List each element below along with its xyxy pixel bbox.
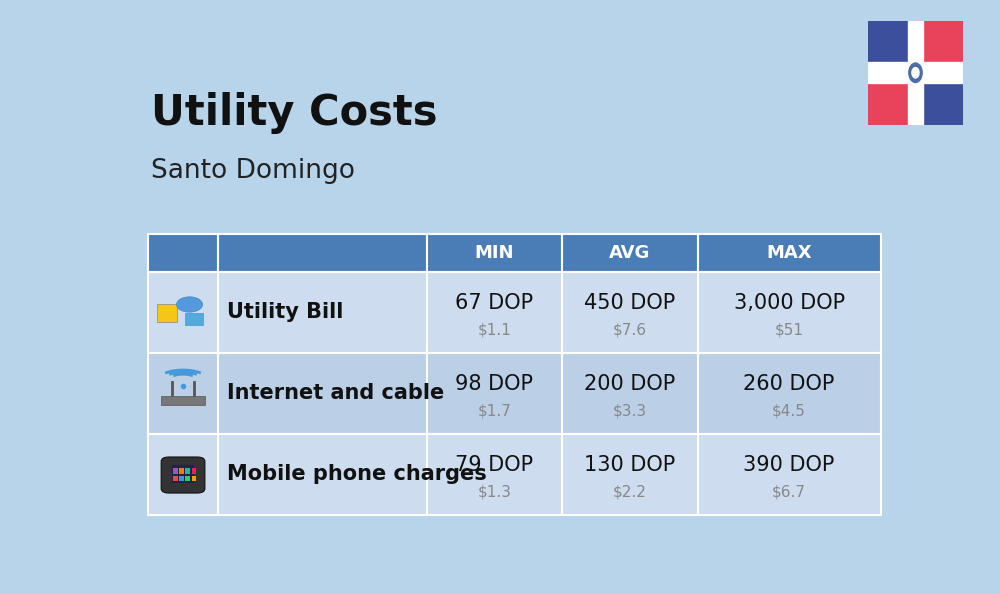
Bar: [192, 468, 196, 474]
Text: 98 DOP: 98 DOP: [455, 374, 533, 394]
FancyBboxPatch shape: [161, 457, 205, 493]
Bar: [916, 73, 963, 125]
Text: $6.7: $6.7: [772, 484, 806, 500]
Text: 67 DOP: 67 DOP: [455, 293, 533, 313]
Bar: [868, 21, 916, 73]
Bar: [218, 233, 427, 271]
Text: 390 DOP: 390 DOP: [743, 455, 835, 475]
Text: $2.2: $2.2: [613, 484, 647, 500]
Text: 450 DOP: 450 DOP: [584, 293, 675, 313]
Bar: [427, 271, 562, 353]
Bar: [698, 233, 881, 271]
Bar: [698, 353, 881, 434]
Text: $1.3: $1.3: [477, 484, 511, 500]
Text: MAX: MAX: [766, 244, 812, 261]
Bar: [172, 466, 194, 484]
Bar: [562, 434, 698, 515]
Bar: [916, 21, 963, 73]
Text: $3.3: $3.3: [613, 403, 647, 418]
Text: 3,000 DOP: 3,000 DOP: [734, 293, 845, 313]
Bar: [427, 233, 562, 271]
Bar: [562, 233, 698, 271]
Bar: [161, 396, 205, 405]
Bar: [185, 314, 203, 325]
Bar: [173, 476, 178, 481]
Bar: [908, 21, 923, 125]
Bar: [179, 476, 184, 481]
Circle shape: [907, 61, 924, 85]
Text: $51: $51: [775, 322, 804, 337]
Bar: [179, 468, 184, 474]
Bar: [148, 434, 218, 515]
Text: Mobile phone charges: Mobile phone charges: [227, 465, 487, 484]
Bar: [868, 62, 963, 83]
Bar: [698, 271, 881, 353]
Bar: [427, 353, 562, 434]
Text: Internet and cable: Internet and cable: [227, 383, 444, 403]
Circle shape: [177, 297, 203, 312]
Bar: [218, 434, 427, 515]
Text: $1.1: $1.1: [477, 322, 511, 337]
Bar: [218, 271, 427, 353]
Text: MIN: MIN: [475, 244, 514, 261]
Text: 130 DOP: 130 DOP: [584, 455, 675, 475]
Bar: [562, 271, 698, 353]
Bar: [427, 434, 562, 515]
Text: Utility Bill: Utility Bill: [227, 302, 344, 322]
Bar: [173, 468, 178, 474]
Bar: [148, 233, 218, 271]
Text: AVG: AVG: [609, 244, 650, 261]
Text: 200 DOP: 200 DOP: [584, 374, 675, 394]
Text: $1.7: $1.7: [477, 403, 511, 418]
Text: $4.5: $4.5: [772, 403, 806, 418]
Text: 79 DOP: 79 DOP: [455, 455, 533, 475]
Text: 260 DOP: 260 DOP: [743, 374, 835, 394]
Bar: [148, 271, 218, 353]
Bar: [157, 305, 177, 323]
Bar: [698, 434, 881, 515]
Bar: [562, 353, 698, 434]
Text: Santo Domingo: Santo Domingo: [151, 158, 355, 184]
Circle shape: [909, 63, 922, 83]
Circle shape: [912, 68, 919, 78]
Bar: [185, 476, 190, 481]
Bar: [218, 353, 427, 434]
Text: Utility Costs: Utility Costs: [151, 92, 437, 134]
Bar: [185, 468, 190, 474]
Bar: [868, 73, 916, 125]
Bar: [192, 476, 196, 481]
Text: $7.6: $7.6: [613, 322, 647, 337]
Bar: [148, 353, 218, 434]
